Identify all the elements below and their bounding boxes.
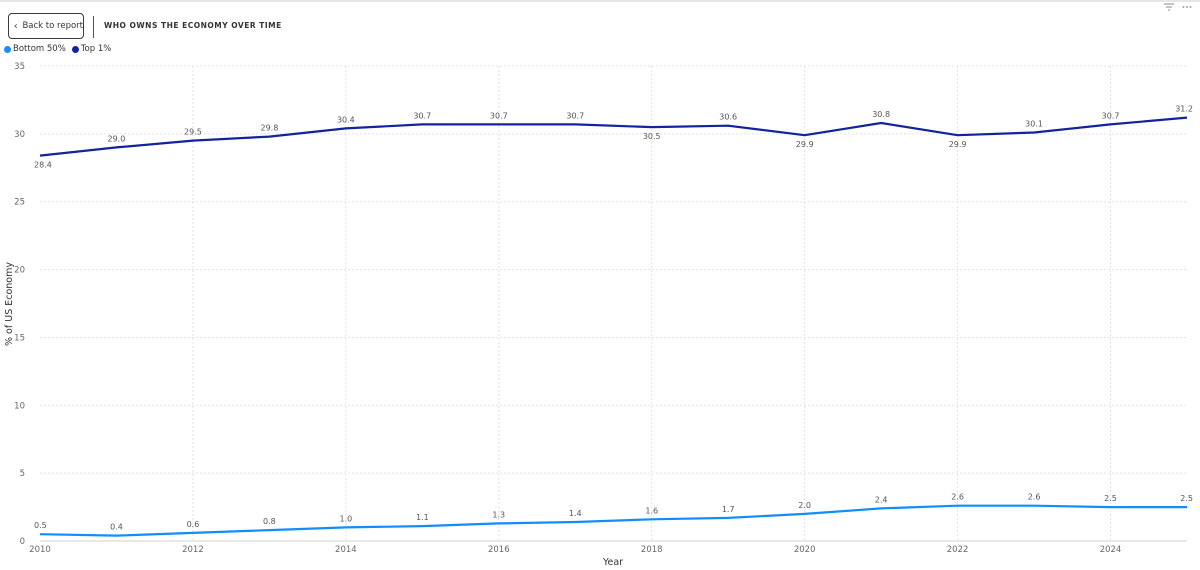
- data-label-bottom-50: 1.4: [569, 509, 582, 518]
- data-label-bottom-50: 1.7: [722, 505, 735, 514]
- y-tick-label: 0: [20, 537, 25, 547]
- data-label-bottom-50: 2.6: [1028, 493, 1041, 502]
- more-options-icon[interactable]: [1182, 2, 1192, 12]
- data-label-top-1: 31.2: [1175, 105, 1193, 114]
- back-to-report-button[interactable]: ‹ Back to report: [8, 13, 84, 39]
- legend-marker-bottom-50: [4, 45, 11, 53]
- back-button-label: Back to report: [22, 21, 83, 31]
- x-tick-label: 2016: [488, 545, 510, 555]
- y-tick-label: 20: [14, 266, 25, 276]
- y-tick-label: 15: [14, 333, 25, 343]
- data-label-top-1: 29.0: [108, 134, 126, 143]
- x-tick-label: 2020: [794, 545, 816, 555]
- data-label-top-1: 29.5: [184, 128, 202, 137]
- data-label-top-1: 29.9: [949, 140, 967, 149]
- x-tick-label: 2024: [1100, 545, 1122, 555]
- data-label-bottom-50: 0.6: [187, 520, 200, 529]
- y-tick-label: 30: [14, 130, 25, 140]
- title-divider: [93, 16, 94, 38]
- data-label-top-1: 30.7: [566, 111, 584, 120]
- data-label-top-1: 28.4: [34, 161, 52, 170]
- y-tick-label: 25: [14, 198, 25, 208]
- legend-label-bottom-50: Bottom 50%: [13, 44, 66, 54]
- x-tick-label: 2014: [335, 545, 357, 555]
- page-title: WHO OWNS THE ECONOMY OVER TIME: [104, 21, 282, 30]
- series-line-bottom-50: [39, 504, 1187, 537]
- chevron-left-icon: ‹: [13, 20, 18, 32]
- data-label-bottom-50: 2.4: [875, 495, 888, 504]
- visual-header: [1164, 1, 1192, 13]
- data-label-top-1: 30.7: [1102, 111, 1120, 120]
- data-label-bottom-50: 0.8: [263, 517, 276, 526]
- data-label-bottom-50: 2.6: [951, 493, 964, 502]
- legend-item-top-1[interactable]: Top 1%: [71, 44, 112, 54]
- data-label-top-1: 29.9: [796, 140, 814, 149]
- data-label-top-1: 29.8: [260, 124, 278, 133]
- y-tick-label: 5: [20, 469, 25, 479]
- filter-icon[interactable]: [1164, 2, 1174, 12]
- x-tick-label: 2018: [641, 545, 663, 555]
- data-label-bottom-50: 1.3: [492, 510, 505, 519]
- x-tick-label: 2012: [182, 545, 204, 555]
- y-tick-label: 35: [14, 62, 25, 72]
- data-label-bottom-50: 2.0: [798, 501, 811, 510]
- data-label-bottom-50: 0.5: [34, 521, 47, 530]
- data-label-bottom-50: 1.6: [645, 506, 658, 515]
- data-label-bottom-50: 1.0: [339, 514, 352, 523]
- x-tick-label: 2010: [29, 545, 51, 555]
- x-tick-label: 2022: [947, 545, 969, 555]
- top-border: [0, 0, 1200, 2]
- legend-marker-top-1: [71, 45, 79, 53]
- y-axis-title: % of US Economy: [4, 262, 15, 346]
- data-label-top-1: 30.7: [490, 111, 508, 120]
- data-label-bottom-50: 0.4: [110, 523, 123, 532]
- data-label-top-1: 30.1: [1025, 120, 1043, 129]
- data-label-top-1: 30.6: [719, 113, 737, 122]
- data-label-bottom-50: 1.1: [416, 513, 429, 522]
- data-label-top-1: 30.7: [413, 111, 431, 120]
- data-label-bottom-50: 2.5: [1180, 494, 1193, 503]
- data-label-top-1: 30.4: [337, 115, 355, 124]
- data-label-top-1: 30.5: [643, 132, 661, 141]
- x-axis-title: Year: [602, 557, 623, 568]
- y-tick-label: 10: [14, 401, 25, 411]
- chart-legend: Bottom 50% Top 1%: [4, 44, 111, 54]
- legend-label-top-1: Top 1%: [80, 44, 112, 54]
- data-label-top-1: 30.8: [872, 110, 890, 119]
- legend-item-bottom-50[interactable]: Bottom 50%: [4, 44, 66, 54]
- data-label-bottom-50: 2.5: [1104, 494, 1117, 503]
- series-line-top-1: [39, 116, 1188, 157]
